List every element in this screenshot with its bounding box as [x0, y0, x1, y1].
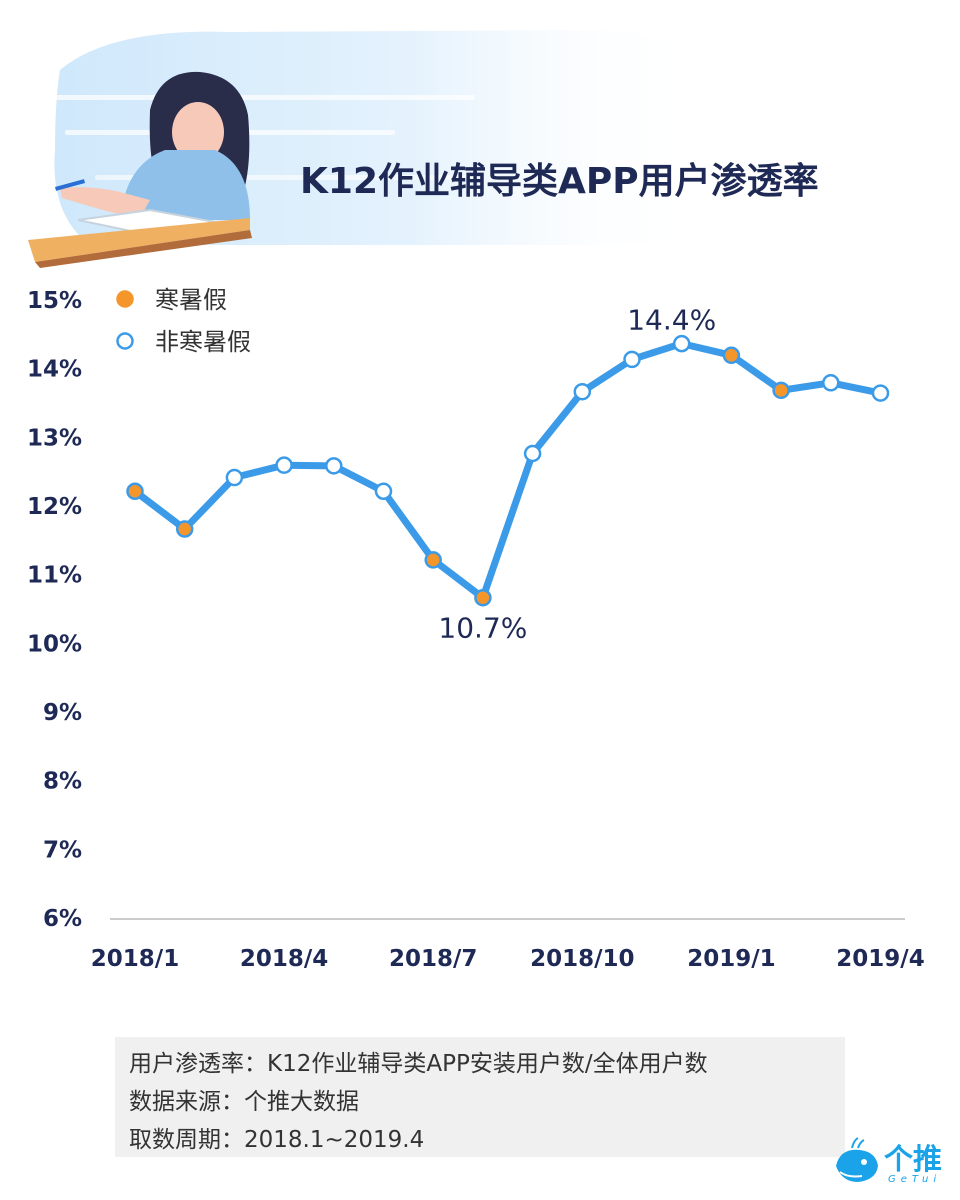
data-label: 14.4% [627, 304, 716, 337]
vacation-point [175, 520, 194, 538]
data-label: 10.7% [438, 612, 527, 645]
legend-label: 寒暑假 [155, 286, 227, 314]
x-tick-label: 2018/1 [91, 946, 179, 972]
x-axis: 2018/1 2018/4 2018/7 2018/10 2019/1 2019/4 [91, 946, 925, 972]
vacation-point [772, 381, 790, 400]
non-vacation-point [523, 444, 542, 463]
non-vacation-point [822, 374, 840, 392]
legend-label: 非寒暑假 [155, 328, 251, 356]
x-tick-label: 2018/4 [240, 946, 328, 972]
x-tick-label: 2019/4 [836, 946, 924, 972]
note-source: 数据来源：个推大数据 [129, 1089, 359, 1115]
non-vacation-point [573, 382, 592, 401]
series-line [131, 340, 884, 602]
non-vacation-point [325, 457, 343, 475]
y-tick-label: 13% [27, 425, 82, 451]
non-vacation-point [374, 482, 393, 501]
logo-subtext: GeTui [888, 1174, 942, 1185]
whale-icon [836, 1137, 878, 1182]
data-points [126, 334, 890, 607]
vacation-point [126, 482, 144, 501]
y-tick-label: 12% [27, 494, 82, 520]
x-tick-label: 2018/10 [530, 946, 634, 972]
getui-logo: 个推 GeTui [832, 1136, 947, 1194]
note-period: 取数周期：2018.1~2019.4 [129, 1127, 425, 1153]
non-vacation-point [623, 350, 641, 369]
non-vacation-point [225, 468, 244, 487]
vacation-point [474, 588, 492, 607]
x-tick-label: 2019/1 [687, 946, 775, 972]
x-tick-label: 2018/7 [389, 946, 477, 972]
non-vacation-point [275, 456, 293, 474]
logo-text: 个推 [884, 1142, 943, 1176]
legend-non-vacation-marker [116, 332, 134, 350]
y-tick-label: 10% [27, 631, 82, 657]
y-tick-label: 7% [43, 837, 82, 863]
data-labels: 10.7% 14.4% [438, 304, 716, 645]
y-tick-label: 6% [43, 906, 82, 932]
y-tick-label: 14% [27, 357, 82, 383]
vacation-point [424, 551, 442, 569]
y-tick-label: 11% [27, 563, 82, 589]
legend-vacation-marker [116, 290, 134, 308]
non-vacation-point [871, 384, 890, 402]
y-tick-label: 9% [43, 700, 82, 726]
chart-title: K12作业辅导类APP用户渗透率 [300, 161, 819, 202]
line-chart: 6%7%8%9%10%11%12%13%14%15% 2018/1 2018/4 2… [27, 286, 925, 972]
y-tick-label: 8% [43, 769, 82, 795]
y-axis: 6% 7% 8% 9% 10% 11% 12% 13% 14% 15% [27, 288, 82, 932]
y-tick-label: 15% [27, 288, 82, 314]
non-vacation-point [672, 334, 691, 353]
note-definition: 用户渗透率：K12作业辅导类APP安装用户数/全体用户数 [129, 1051, 708, 1077]
notes-box: 用户渗透率：K12作业辅导类APP安装用户数/全体用户数 数据来源：个推大数据 … [115, 1037, 845, 1157]
vacation-point [722, 346, 741, 365]
header-illustration [28, 30, 700, 268]
